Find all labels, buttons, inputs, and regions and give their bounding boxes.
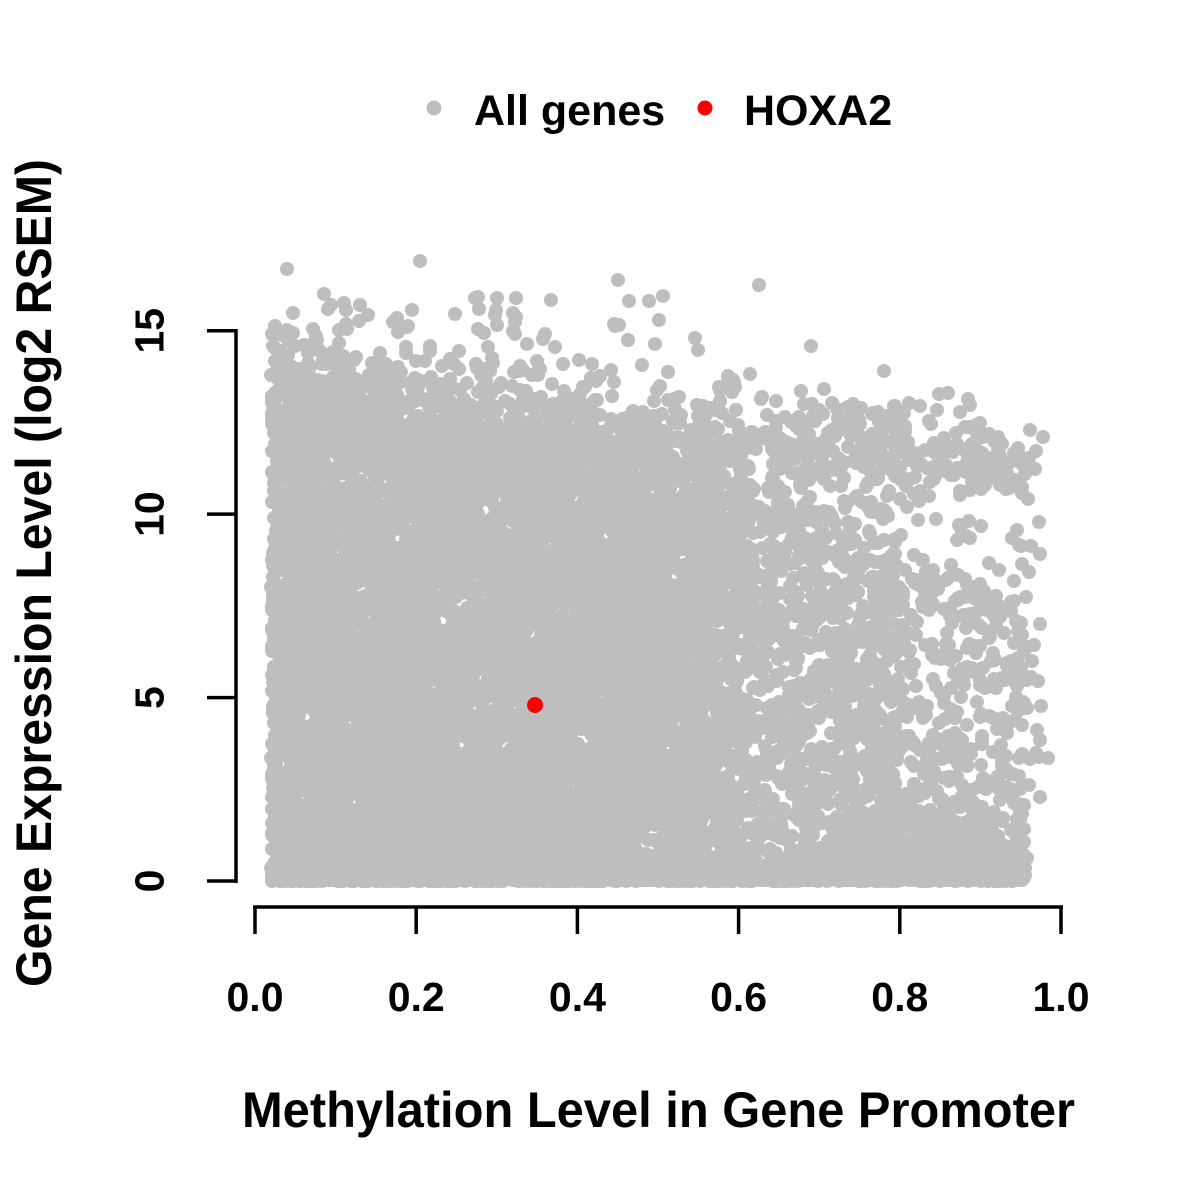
svg-text:0.8: 0.8	[871, 974, 928, 1020]
svg-text:0: 0	[127, 870, 173, 893]
svg-text:0.6: 0.6	[710, 974, 767, 1020]
svg-text:0.0: 0.0	[227, 974, 284, 1020]
svg-text:0.2: 0.2	[388, 974, 445, 1020]
svg-text:HOXA2: HOXA2	[744, 87, 892, 135]
svg-text:All genes: All genes	[474, 87, 665, 135]
svg-text:1.0: 1.0	[1033, 974, 1090, 1020]
svg-text:15: 15	[127, 308, 173, 354]
svg-text:10: 10	[127, 491, 173, 537]
svg-text:5: 5	[127, 686, 173, 709]
svg-text:0.4: 0.4	[549, 974, 606, 1020]
svg-text:Gene Expression Level (log2 RS: Gene Expression Level (log2 RSEM)	[6, 159, 62, 987]
svg-text:Methylation Level in Gene Prom: Methylation Level in Gene Promoter	[242, 1082, 1075, 1138]
